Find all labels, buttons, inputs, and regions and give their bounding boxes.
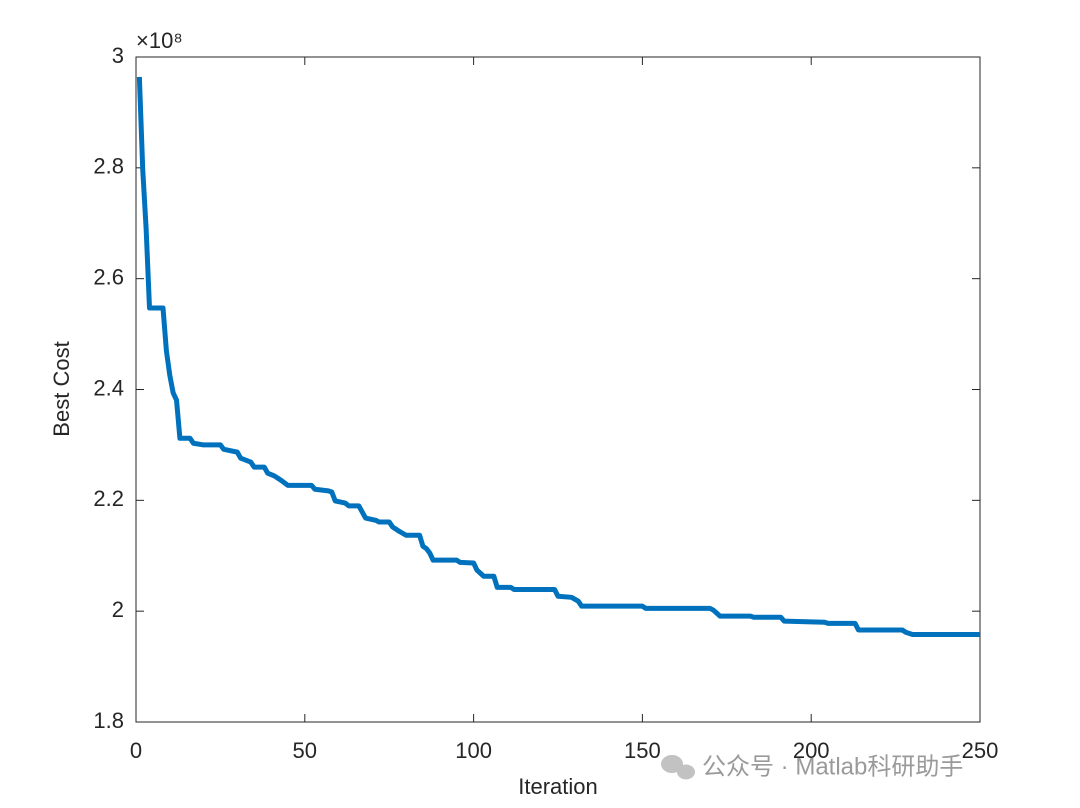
y-axis-label: Best Cost bbox=[49, 341, 74, 436]
y-tick-label: 2.4 bbox=[93, 375, 124, 400]
x-axis-label: Iteration bbox=[518, 774, 598, 799]
x-tick-label: 250 bbox=[962, 738, 999, 763]
x-tick-label: 50 bbox=[293, 738, 317, 763]
y-tick-label: 3 bbox=[112, 43, 124, 68]
x-tick-label: 0 bbox=[130, 738, 142, 763]
x-tick-label: 100 bbox=[455, 738, 492, 763]
plot-area bbox=[135, 56, 981, 723]
watermark: 公众号 · Matlab科研助手 bbox=[702, 753, 963, 780]
y-exponent: ×10⁸ bbox=[136, 28, 183, 53]
y-tick-label: 2.8 bbox=[93, 154, 124, 179]
y-tick-label: 2.2 bbox=[93, 486, 124, 511]
x-tick-label: 200 bbox=[793, 738, 830, 763]
x-tick-label: 150 bbox=[624, 738, 661, 763]
y-tick-label: 2.6 bbox=[93, 264, 124, 289]
watermark-icon bbox=[661, 755, 695, 780]
y-tick-label: 2 bbox=[112, 597, 124, 622]
y-tick-label: 1.8 bbox=[93, 708, 124, 733]
line bbox=[136, 76, 980, 637]
